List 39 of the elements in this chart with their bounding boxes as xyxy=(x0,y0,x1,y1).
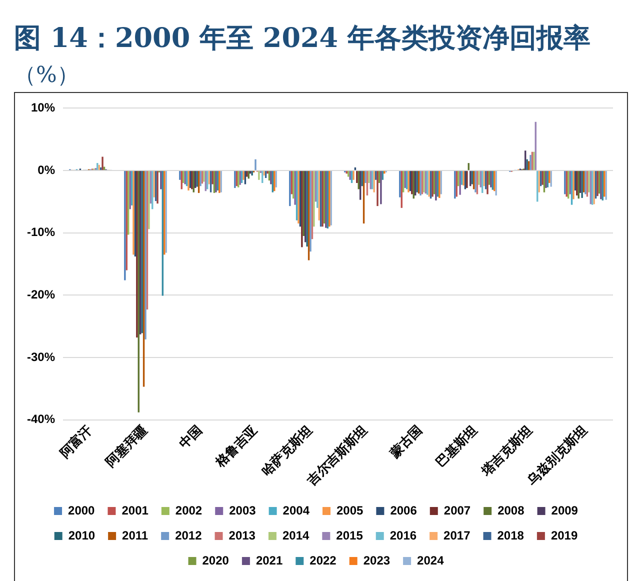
chart-title: 图 14：2000 年至 2024 年各类投资净回报率 xyxy=(14,22,590,56)
legend-label: 2018 xyxy=(497,528,524,542)
legend-label: 2020 xyxy=(202,553,230,568)
legend-label: 2023 xyxy=(363,553,390,568)
y-tick-label: -30% xyxy=(27,350,56,364)
chart-subtitle: （%） xyxy=(14,62,79,90)
x-tick-label: 中国 xyxy=(176,422,206,452)
y-tick-label: -10% xyxy=(27,225,56,240)
legend-label: 2022 xyxy=(310,553,337,568)
x-tick-label: 蒙古国 xyxy=(386,422,426,462)
legend-label: 2002 xyxy=(175,503,202,518)
x-tick-label: 格鲁吉亚 xyxy=(212,422,261,472)
legend-label: 2015 xyxy=(336,528,364,542)
legend-label: 2014 xyxy=(282,528,310,542)
x-tick-label: 阿塞拜疆 xyxy=(102,422,151,470)
legend-label: 2011 xyxy=(122,528,148,542)
legend-label: 2008 xyxy=(498,503,525,518)
legend-label: 2001 xyxy=(122,503,149,518)
legend-label: 2000 xyxy=(68,503,96,518)
legend-label: 2016 xyxy=(390,528,417,542)
legend-label: 2006 xyxy=(390,503,418,518)
y-tick-label: 0% xyxy=(38,162,56,177)
legend-label: 2024 xyxy=(417,553,444,568)
legend-label: 2017 xyxy=(444,528,471,542)
legend-label: 2004 xyxy=(282,503,310,518)
legend-label: 2013 xyxy=(228,528,256,542)
legend-label: 2003 xyxy=(229,503,256,518)
legend-label: 2007 xyxy=(444,503,471,518)
legend-label: 2009 xyxy=(551,503,578,518)
legend-label: 2012 xyxy=(175,528,202,542)
legend-label: 2021 xyxy=(256,553,283,568)
y-tick-label: -40% xyxy=(27,412,56,426)
x-tick-label: 阿富汗 xyxy=(56,422,96,462)
legend-label: 2005 xyxy=(336,503,364,518)
legend-label: 2019 xyxy=(550,528,578,542)
y-tick-label: 10% xyxy=(30,100,56,115)
legend-label: 2010 xyxy=(68,528,96,542)
y-tick-label: -20% xyxy=(27,287,56,302)
x-tick-label: 巴基斯坦 xyxy=(433,422,481,470)
